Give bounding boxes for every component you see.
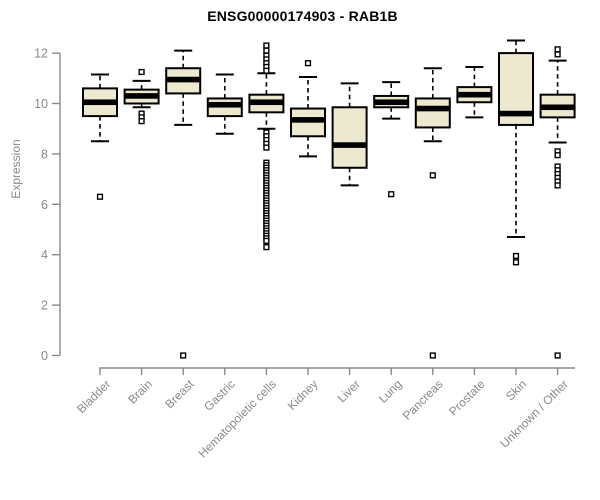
outlier-point	[263, 237, 270, 244]
outlier-point	[512, 259, 520, 266]
median-line	[415, 105, 450, 112]
median-line	[166, 76, 201, 83]
median-line	[291, 117, 325, 123]
outlier-point	[138, 118, 145, 125]
outlier-point	[304, 60, 312, 67]
y-tick-label: 6	[41, 198, 48, 212]
outlier-point	[554, 51, 561, 58]
outlier-point	[554, 352, 561, 359]
y-tick-label: 12	[34, 47, 48, 61]
outlier-point	[263, 144, 270, 151]
outlier-point	[554, 182, 561, 189]
outlier-point	[180, 352, 187, 359]
median-line	[83, 99, 117, 106]
chart-title: ENSG00000174903 - RAB1B	[207, 8, 398, 24]
outlier-point	[429, 352, 436, 359]
y-tick-label: 10	[34, 97, 48, 111]
outlier-point	[429, 172, 436, 179]
median-line	[207, 101, 242, 108]
median-line	[499, 110, 533, 117]
box[interactable]	[414, 97, 451, 129]
outlier-point	[388, 191, 395, 198]
y-tick-label: 8	[41, 147, 48, 161]
median-line	[249, 99, 284, 106]
outlier-point	[512, 252, 520, 260]
outlier-point	[263, 67, 270, 74]
y-tick-label: 2	[41, 299, 48, 313]
median-line	[332, 142, 367, 148]
box[interactable]	[331, 106, 368, 169]
y-tick-label: 0	[41, 349, 48, 363]
y-tick-label: 4	[41, 248, 48, 262]
outlier-point	[554, 152, 561, 159]
outlier-point	[554, 46, 561, 53]
outlier-point	[138, 68, 145, 76]
median-line	[374, 99, 409, 106]
median-line	[540, 104, 575, 111]
outlier-point	[263, 42, 270, 49]
outlier-point	[96, 193, 104, 200]
outlier-point	[263, 244, 270, 251]
median-line	[457, 91, 492, 98]
median-line	[124, 93, 159, 99]
outlier-point	[263, 47, 270, 54]
